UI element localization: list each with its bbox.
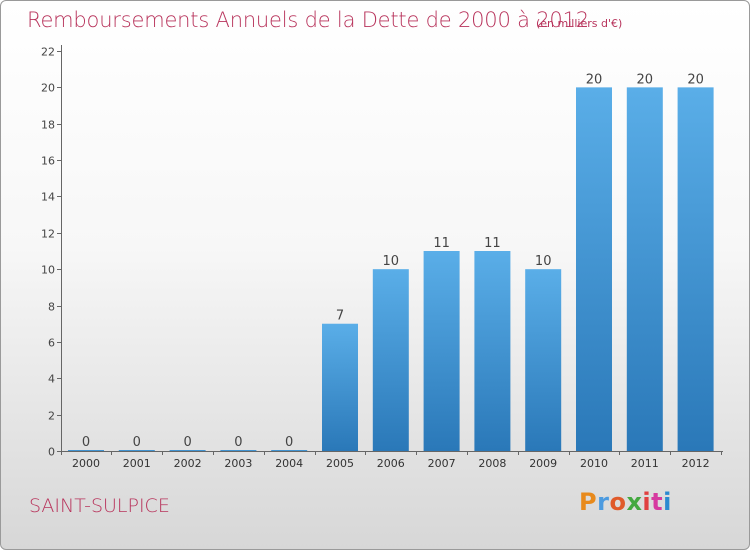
logo-letter: i [663, 488, 672, 516]
logo-letter: P [579, 488, 598, 516]
x-tick-label: 2005 [326, 457, 354, 470]
data-label: 11 [433, 236, 450, 251]
y-tick-label: 18 [41, 119, 55, 132]
y-tick-label: 8 [48, 301, 55, 314]
data-labels: 0 0 0 0 0 7 10 11 11 10 20 20 20 [82, 72, 704, 450]
data-label: 10 [535, 254, 552, 269]
logo-letter: i [642, 488, 652, 516]
x-tick-label: 2001 [123, 457, 151, 470]
bar [525, 269, 562, 451]
bar [576, 87, 612, 451]
x-axis: 2000 2001 2002 2003 2004 2005 2006 2007 2008 2009… [61, 451, 723, 470]
x-tick-label: 2004 [275, 457, 303, 470]
y-axis: 0 2 4 6 8 10 12 14 16 18 20 22 [41, 45, 62, 459]
data-label: 0 [82, 435, 90, 450]
bar [626, 87, 663, 451]
data-label: 0 [285, 435, 293, 450]
bar [372, 269, 409, 451]
x-tick-label: 2012 [682, 457, 710, 470]
x-tick-label: 2010 [580, 457, 608, 470]
x-tick-label: 2003 [224, 457, 252, 470]
logo-letter: x [626, 488, 643, 516]
bar [271, 450, 308, 451]
y-tick-label: 6 [48, 337, 55, 350]
data-label: 0 [183, 435, 191, 450]
data-label: 0 [133, 435, 141, 450]
data-label: 20 [687, 72, 704, 87]
bars [68, 87, 714, 451]
data-label: 11 [484, 236, 501, 251]
bar [474, 251, 511, 451]
chart-title: Remboursements Annuels de la Dette de 20… [27, 8, 589, 32]
chart-subtitle: (en milliers d'€) [536, 17, 623, 30]
y-tick-label: 16 [41, 155, 55, 168]
x-tick-label: 2002 [174, 457, 202, 470]
y-tick-label: 0 [48, 446, 55, 459]
data-label: 7 [336, 309, 344, 324]
y-tick-label: 2 [48, 410, 55, 423]
commune-name: SAINT-SULPICE [29, 495, 170, 517]
y-tick-label: 10 [41, 264, 55, 277]
logo-letter: o [609, 488, 627, 516]
bar [322, 323, 358, 451]
bar [677, 87, 714, 451]
y-tick-label: 4 [48, 373, 55, 386]
bar [118, 450, 155, 451]
x-tick-label: 2009 [529, 457, 557, 470]
proxiti-logo[interactable]: Proxiti [579, 488, 672, 516]
x-tick-label: 2011 [631, 457, 659, 470]
bar [423, 251, 460, 451]
bar [169, 450, 206, 451]
x-tick-label: 2000 [72, 457, 100, 470]
data-label: 20 [586, 72, 603, 87]
x-tick-label: 2008 [478, 457, 506, 470]
logo-letter: t [651, 488, 664, 516]
y-tick-label: 22 [41, 46, 55, 59]
y-tick-label: 20 [41, 82, 55, 95]
y-tick-label: 14 [41, 191, 55, 204]
data-label: 20 [637, 72, 654, 87]
data-label: 10 [383, 254, 400, 269]
bar [220, 450, 257, 451]
bar [68, 450, 104, 451]
x-tick-label: 2006 [377, 457, 405, 470]
y-tick-label: 12 [41, 228, 55, 241]
logo-letter: r [597, 488, 610, 516]
data-label: 0 [234, 435, 242, 450]
x-tick-label: 2007 [428, 457, 456, 470]
